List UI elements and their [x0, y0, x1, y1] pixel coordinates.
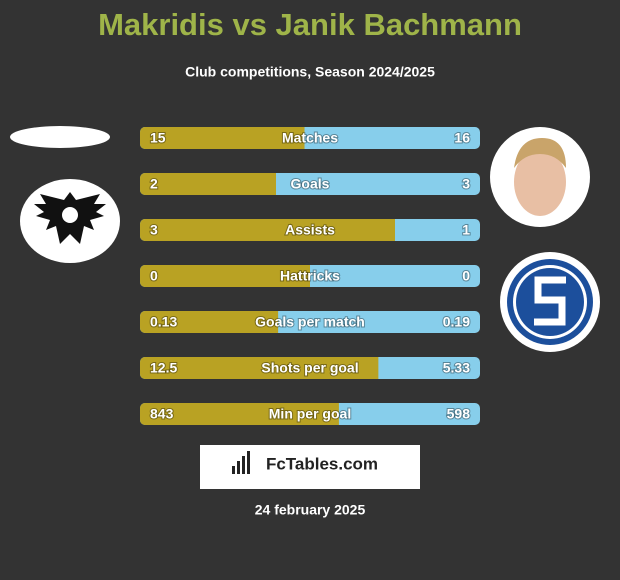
brand: FcTables.com	[266, 454, 378, 473]
date: 24 february 2025	[255, 502, 366, 518]
left-value: 0	[150, 268, 158, 284]
stat-label: Hattricks	[280, 268, 340, 284]
right-value: 5.33	[443, 360, 470, 376]
placeholder-oval	[10, 126, 110, 148]
left-bar	[140, 403, 339, 425]
right-value: 598	[447, 406, 471, 422]
left-bar	[140, 357, 379, 379]
right-value: 0.19	[443, 314, 470, 330]
left-club-logo	[20, 179, 120, 263]
left-value: 12.5	[150, 360, 177, 376]
left-value: 3	[150, 222, 158, 238]
left-value: 843	[150, 406, 174, 422]
right-value: 1	[462, 222, 470, 238]
subtitle: Club competitions, Season 2024/2025	[185, 64, 435, 80]
right-value: 0	[462, 268, 470, 284]
left-bar	[140, 311, 279, 333]
brand-box	[200, 445, 420, 489]
brand-icon	[232, 451, 250, 474]
title: Makridis vs Janik Bachmann	[98, 7, 522, 42]
left-bar	[140, 219, 395, 241]
stat-rows: 15 Matches 16 2 Goals 3 3 Assists 1 0 Hattricks 0 0.…	[140, 127, 480, 425]
left-value: 15	[150, 130, 166, 146]
right-club-logo	[500, 252, 600, 352]
left-value: 2	[150, 176, 158, 192]
stat-label: Goals	[291, 176, 330, 192]
stat-label: Goals per match	[255, 314, 365, 330]
left-bar	[140, 127, 305, 149]
stat-label: Matches	[282, 130, 338, 146]
right-value: 16	[454, 130, 470, 146]
player-photo	[490, 127, 590, 227]
stat-label: Shots per goal	[261, 360, 358, 376]
stat-label: Min per goal	[269, 406, 351, 422]
left-bar	[140, 173, 276, 195]
stat-label: Assists	[285, 222, 335, 238]
left-bar	[140, 265, 310, 287]
left-value: 0.13	[150, 314, 177, 330]
right-value: 3	[462, 176, 470, 192]
